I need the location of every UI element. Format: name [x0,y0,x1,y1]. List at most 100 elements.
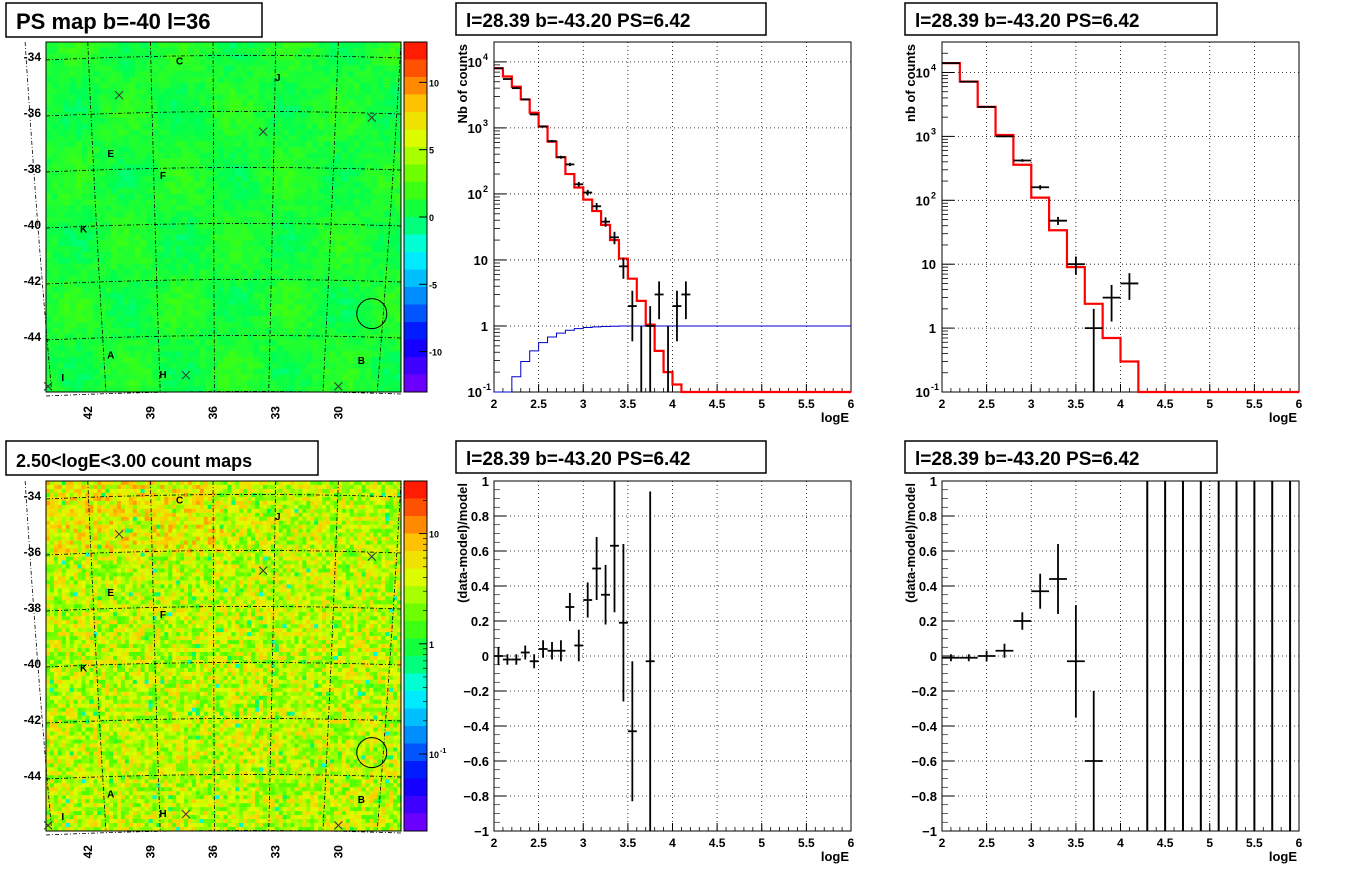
map-cell [294,380,301,387]
map-cell [341,182,349,189]
map-cell [93,65,100,72]
map-cell [146,339,153,346]
map-cell [312,374,319,381]
map-cell [49,727,55,732]
map-cell [117,77,124,84]
map-cell [170,193,177,200]
map-cell [182,222,189,230]
map-cell [65,771,71,776]
map-cell [377,100,384,107]
map-cell [300,112,307,119]
map-cell [182,88,189,95]
map-cell [253,275,260,282]
map-cell [93,731,98,736]
map-cell [377,117,384,125]
map-cell [128,257,136,265]
map-cell [46,747,51,752]
map-cell [99,135,106,142]
map-cell [73,548,78,553]
map-cell [229,123,236,130]
map-cell [97,488,102,494]
map-cell [97,584,102,589]
map-cell [306,357,313,364]
map-cell [193,94,201,101]
map-cell [253,112,260,119]
map-cell [117,65,124,72]
map-cell [75,292,82,300]
map-cell [89,695,94,701]
map-cell [158,152,165,160]
map-cell [199,310,207,317]
map-cell [347,152,355,160]
map-cell [73,540,78,546]
map-cell [353,182,360,189]
map-cell [270,106,278,113]
map-cell [99,269,106,276]
map-cell [99,310,106,317]
map-cell [253,205,260,212]
map-cell [49,624,55,629]
map-cell [182,368,189,375]
map-cell [247,88,254,95]
map-cell [306,368,313,375]
map-cell [223,310,230,317]
map-cell [93,604,98,609]
map-cell [288,59,295,66]
map-cell [288,199,295,206]
map-cell [69,287,76,294]
map-cell [89,675,94,681]
map-cell [93,488,98,494]
map-cell [85,540,90,546]
map-cell [282,345,289,352]
map-cell [93,771,98,776]
map-cell [61,779,67,784]
map-cell [347,298,355,305]
map-cell [73,572,78,577]
map-cell [170,182,177,189]
map-cell [111,59,118,66]
map-cell [128,77,136,84]
map-cell [57,540,63,546]
map-cell [235,100,242,107]
map-cell [276,112,284,119]
map-cell [170,187,177,195]
map-cell [51,292,59,300]
map-cell [341,112,349,119]
map-cell [389,246,396,253]
map-cell [199,362,207,370]
map-cell [81,624,86,629]
map-cell [193,327,201,335]
map-cell [128,170,136,177]
map-cell [46,47,53,55]
map-cell [176,187,183,195]
map-cell [89,807,94,812]
map-cell [140,228,147,235]
map-cell [188,263,195,270]
map-cell [146,158,153,165]
map-cell [57,580,63,585]
map-cell [312,94,319,101]
map-cell [300,339,307,346]
map-cell [158,357,165,364]
map-cell [111,374,118,381]
map-cell [270,199,278,206]
map-cell [134,94,142,101]
map-cell [152,47,159,55]
map-cell [170,322,177,329]
map-cell [46,327,53,335]
map-cell [77,735,82,740]
map-cell [81,298,88,305]
map-cell [300,217,307,224]
map-cell [152,386,159,393]
map-cell [46,536,51,542]
map-cell [146,217,153,224]
title-box [5,2,263,38]
map-cell [69,269,76,276]
map-cell [122,112,130,119]
map-cell [395,246,402,253]
map-cell [211,281,218,288]
map-cell [87,187,94,195]
map-cell [318,53,325,60]
map-cell [93,222,100,230]
map-cell [53,683,59,689]
